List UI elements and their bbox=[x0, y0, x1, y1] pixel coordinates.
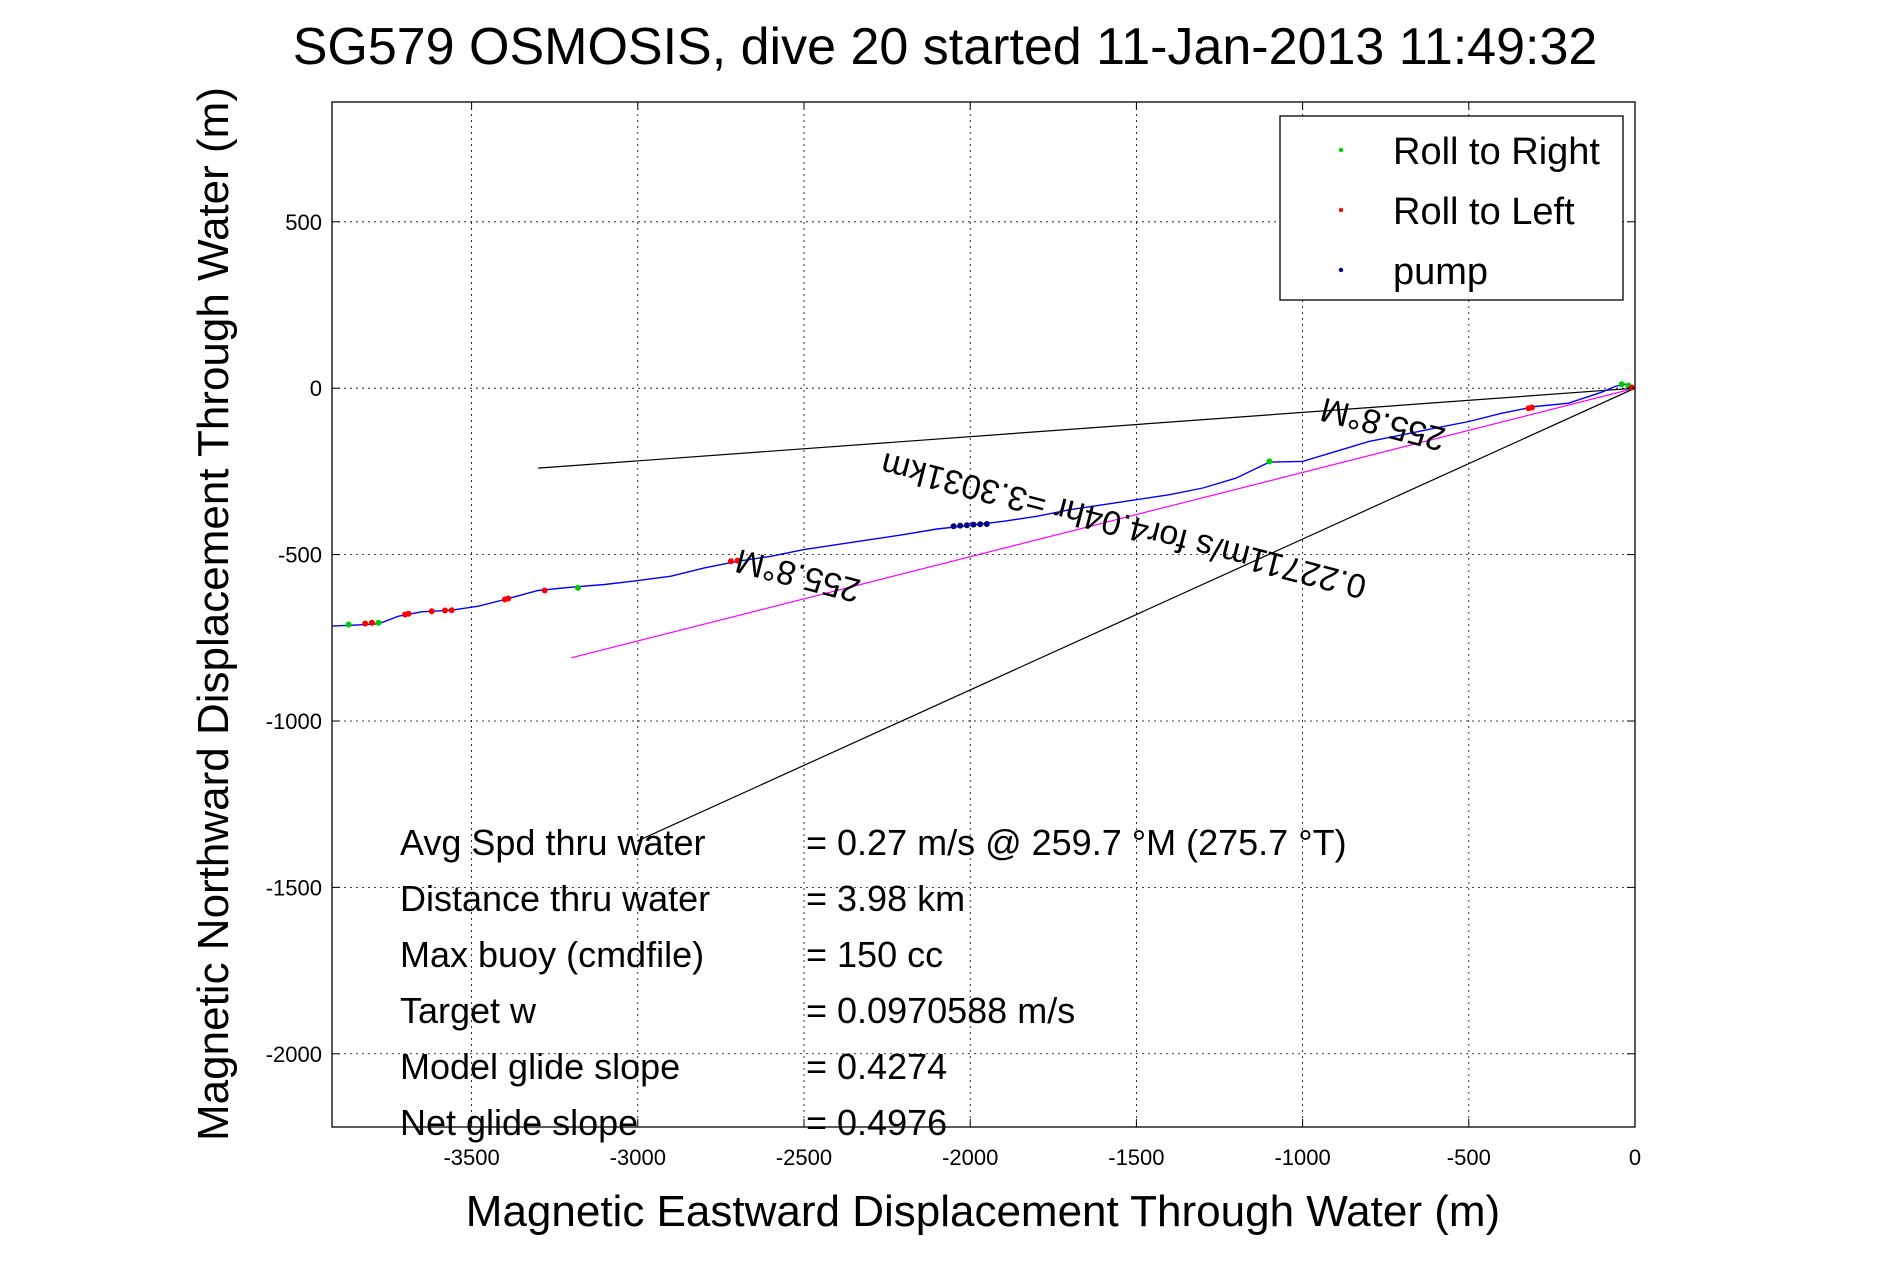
x-tick-label: -3000 bbox=[610, 1145, 666, 1170]
legend-marker bbox=[1338, 207, 1344, 213]
legend-entry: Roll to Right bbox=[1393, 131, 1600, 173]
reference-lines bbox=[538, 387, 1635, 842]
stat-label: Avg Spd thru water bbox=[400, 822, 706, 863]
stat-value: = 150 cc bbox=[806, 934, 943, 975]
stat-label: Max buoy (cmdfile) bbox=[400, 934, 704, 975]
legend-marker bbox=[1338, 267, 1344, 273]
chart-title: SG579 OSMOSIS, dive 20 started 11-Jan-20… bbox=[293, 18, 1598, 76]
series-point bbox=[1618, 381, 1625, 388]
x-tick-label: -2500 bbox=[776, 1145, 832, 1170]
x-tick-label: -1500 bbox=[1108, 1145, 1164, 1170]
y-tick-label: 0 bbox=[310, 376, 322, 401]
series-point bbox=[428, 608, 435, 615]
stat-value: = 3.98 km bbox=[806, 878, 965, 919]
plot-frame bbox=[331, 101, 1636, 1128]
series-point bbox=[448, 607, 455, 614]
series-point bbox=[541, 587, 548, 594]
tick-labels: -3500 -3000 -2500 -2000 -1500 -1000 -500 0 500 0 -… bbox=[266, 210, 1641, 1170]
x-tick-label: -3500 bbox=[443, 1145, 499, 1170]
series-point bbox=[1266, 458, 1273, 465]
legend-entry: pump bbox=[1393, 251, 1488, 293]
series-point bbox=[1529, 404, 1535, 411]
series-point bbox=[957, 522, 964, 529]
series-point bbox=[727, 558, 734, 565]
series-point bbox=[345, 621, 352, 628]
stat-value: = 0.4976 bbox=[806, 1102, 947, 1143]
stat-value: = 0.27 m/s @ 259.7 °M (275.7 °T) bbox=[806, 822, 1347, 863]
series-point bbox=[362, 620, 369, 627]
series-point bbox=[1628, 384, 1635, 391]
x-tick-label: -500 bbox=[1447, 1145, 1491, 1170]
x-tick-label: -1000 bbox=[1274, 1145, 1330, 1170]
series-markers bbox=[345, 381, 1635, 628]
series-point bbox=[983, 521, 990, 527]
series-point bbox=[375, 619, 382, 626]
legend-marker bbox=[1338, 147, 1344, 153]
x-axis-label: Magnetic Eastward Displacement Through W… bbox=[466, 1187, 1500, 1236]
series-point bbox=[442, 607, 448, 614]
reference-line bbox=[538, 387, 1635, 469]
stat-value: = 0.4274 bbox=[806, 1046, 947, 1087]
series-point bbox=[505, 595, 512, 602]
reference-line bbox=[571, 387, 1635, 659]
series-point bbox=[970, 521, 977, 528]
stat-label: Net glide slope bbox=[400, 1102, 638, 1143]
x-tick-label: 0 bbox=[1629, 1145, 1641, 1170]
grid bbox=[332, 102, 1636, 1127]
stat-label: Distance thru water bbox=[400, 878, 710, 919]
stat-label: Model glide slope bbox=[400, 1046, 680, 1087]
series-point bbox=[575, 584, 581, 591]
y-tick-label: -1500 bbox=[266, 875, 322, 900]
series-point bbox=[977, 521, 984, 528]
y-axis-label: Magnetic Northward Displacement Through … bbox=[189, 87, 238, 1141]
series-point bbox=[734, 557, 741, 564]
legend-box bbox=[1279, 115, 1624, 301]
y-tick-label: -2000 bbox=[266, 1042, 322, 1067]
series-point bbox=[950, 523, 957, 530]
series-point bbox=[368, 619, 375, 626]
legend: Roll to Right Roll to Left pump bbox=[1279, 115, 1624, 301]
y-tick-label: 500 bbox=[285, 210, 322, 235]
x-tick-label: -2000 bbox=[942, 1145, 998, 1170]
stat-label: Target w bbox=[400, 990, 537, 1031]
axis-ticks bbox=[332, 102, 1636, 1127]
stats-block: Avg Spd thru water = 0.27 m/s @ 259.7 °M … bbox=[400, 822, 1347, 1143]
y-tick-label: -500 bbox=[278, 543, 322, 568]
stat-value: = 0.0970588 m/s bbox=[806, 990, 1075, 1031]
y-tick-label: -1000 bbox=[266, 709, 322, 734]
series-point bbox=[963, 522, 970, 529]
series-point bbox=[405, 610, 412, 617]
legend-entry: Roll to Left bbox=[1393, 191, 1575, 233]
reference-line bbox=[637, 387, 1635, 842]
